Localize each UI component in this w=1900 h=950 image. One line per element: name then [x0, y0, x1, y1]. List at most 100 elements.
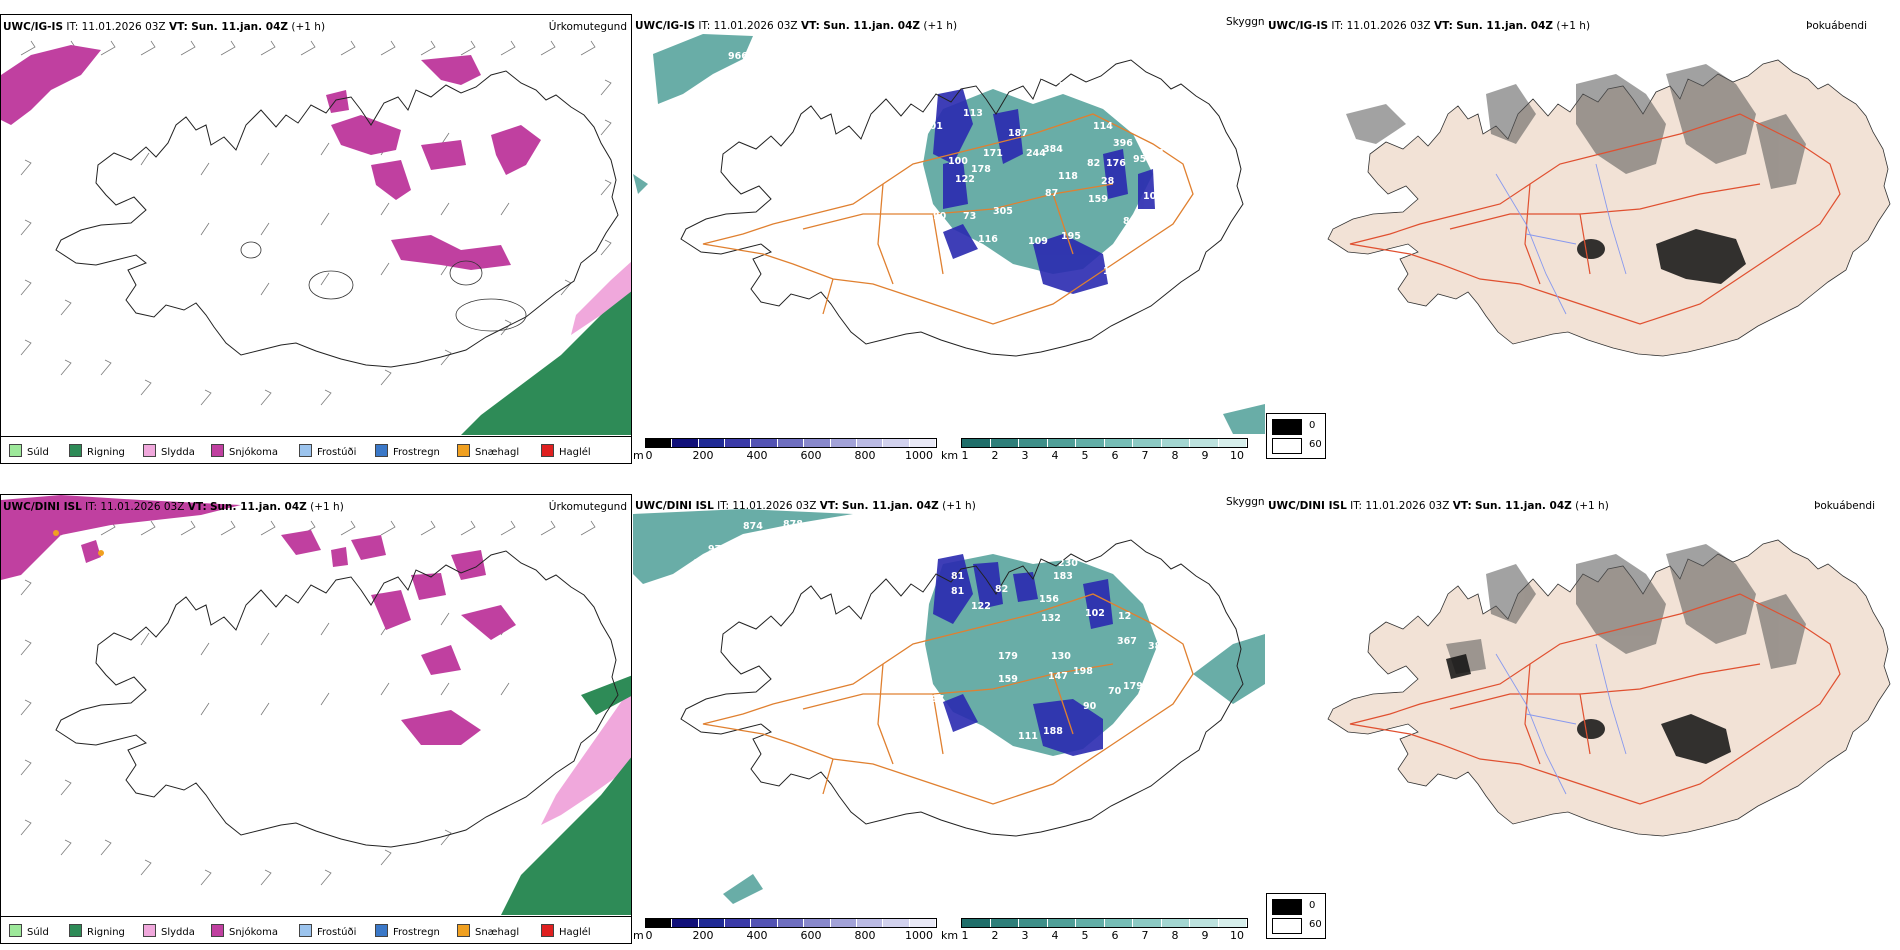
legend-swatch — [143, 444, 156, 457]
visibility-value-label: 122 — [971, 601, 991, 612]
colorbar-cell — [883, 439, 910, 447]
colorbar-cell — [1190, 439, 1219, 447]
legend-swatch — [211, 444, 224, 457]
legend-item: Rigning — [69, 444, 125, 458]
colorbar-tick: 1000 — [905, 929, 933, 942]
visibility-value-label: 367 — [1117, 636, 1137, 647]
visibility-value-label: 159 — [998, 674, 1018, 685]
fog-legend-label: 60 — [1309, 439, 1322, 450]
wind-barbs — [20, 520, 596, 886]
visibility-colorbar: km 1 2 3 4 5 6 7 8 9 10 — [941, 438, 1253, 464]
colorbar-cell — [1218, 919, 1247, 927]
legend-item: Rigning — [69, 924, 125, 938]
panel-field-name: Skyggni — [1226, 496, 1265, 508]
colorbar-tick: 2 — [991, 929, 999, 942]
colorbar-cell — [672, 919, 699, 927]
visibility-value-label: 12 — [1118, 611, 1131, 622]
visibility-value-label: 198 — [1073, 666, 1093, 677]
sleet-area — [541, 687, 631, 825]
visibility-value-label: 156 — [1039, 594, 1059, 605]
colorbar-unit: m — [633, 929, 644, 942]
panel-field-name: Skyggni — [1226, 16, 1265, 28]
legend-swatch — [299, 444, 312, 457]
visibility-value-label: 244 — [1026, 148, 1046, 159]
visibility-value-label: 195 — [1061, 231, 1081, 242]
colorbar-tick: 1 — [961, 449, 969, 462]
colorbar-cell — [698, 919, 726, 927]
roads — [1349, 593, 1841, 805]
roads — [1349, 113, 1841, 325]
legend-item: Frostúði — [299, 444, 356, 458]
visibility-value-labels: 874 878 977 992 81 81 122 82 179 132 156 183 230 102 1… — [693, 519, 1168, 742]
fog-shading — [1446, 544, 1806, 674]
snow-pellets — [53, 530, 104, 556]
colorbar-cell — [1190, 919, 1219, 927]
colorbar-tick: 200 — [692, 929, 714, 942]
panel-field-name: Úrkomutegund — [548, 501, 627, 513]
visibility-value-label: 147 — [1048, 671, 1068, 682]
low-ceiling-areas — [933, 554, 1113, 756]
roads — [702, 593, 1194, 805]
visibility-value-label: 183 — [1053, 571, 1073, 582]
visibility-colorbar: km 1 2 3 4 5 6 7 8 9 10 — [941, 918, 1253, 944]
legend-item: Snæhagl — [457, 924, 519, 938]
visibility-value-label: 113 — [963, 108, 983, 119]
visibility-value-label: 82 — [1087, 158, 1100, 169]
visibility-value-label: 95 — [908, 216, 921, 227]
colorbar-tick: 4 — [1051, 929, 1059, 942]
colorbar-cell — [1161, 439, 1190, 447]
fog-panel-row1: UWC/IG-IS IT: 11.01.2026 03Z VT: Sun. 11… — [1266, 14, 1900, 464]
legend-swatch — [457, 444, 470, 457]
colorbar-cell — [1047, 919, 1076, 927]
legend-swatch — [375, 444, 388, 457]
precip-areas — [1, 495, 516, 745]
legend-swatch — [69, 924, 82, 937]
visibility-value-label: 135 — [1103, 266, 1123, 277]
colorbar-tick: 0 — [645, 449, 653, 462]
colorbar-tick: 600 — [800, 449, 822, 462]
colorbar-tick: 6 — [1111, 449, 1119, 462]
visibility-value-label: 966 — [728, 51, 748, 62]
colorbar-tick: 3 — [1021, 929, 1029, 942]
colorbar-tick: 4 — [1051, 449, 1059, 462]
colorbar-cell — [830, 919, 857, 927]
colorbar-cell — [804, 919, 831, 927]
sleet-area — [571, 261, 631, 335]
colorbar-unit: km — [941, 929, 959, 942]
visibility-value-label: 116 — [978, 234, 998, 245]
colorbar-cell — [777, 919, 805, 927]
visibility-value-label: 201 — [1145, 148, 1165, 159]
colorbar-tick: 6 — [1111, 929, 1119, 942]
fog-map-row2 — [1327, 539, 1891, 837]
visibility-panel-row1: UWC/IG-IS IT: 11.01.2026 03Z VT: Sun. 11… — [633, 14, 1265, 464]
fog-legend-swatch — [1272, 438, 1302, 454]
legend-swatch — [211, 924, 224, 937]
legend-item: Frostregn — [375, 924, 440, 938]
colorbar-tick: 9 — [1201, 929, 1209, 942]
colorbar-cell — [646, 439, 673, 447]
visibility-value-label: 100 — [948, 156, 968, 167]
visibility-value-label: 97 — [931, 694, 944, 705]
colorbar-cell — [725, 439, 752, 447]
legend-item: Snæhagl — [457, 444, 519, 458]
colorbar-cell — [856, 919, 884, 927]
colorbar-cell — [1076, 439, 1105, 447]
legend-item: Haglél — [541, 924, 591, 938]
rivers — [1495, 643, 1627, 795]
colorbar-unit: m — [633, 449, 644, 462]
legend-item: Slydda — [143, 444, 195, 458]
colorbar-tick: 400 — [746, 929, 768, 942]
colorbar-cell — [1133, 919, 1162, 927]
precip-areas — [1, 45, 541, 270]
visibility-value-label: 122 — [955, 174, 975, 185]
visibility-value-label: 874 — [743, 521, 763, 532]
colorbar-cell — [962, 919, 991, 927]
visibility-value-label: 178 — [971, 164, 991, 175]
colorbar-unit: km — [941, 449, 959, 462]
colorbar-tick: 8 — [1171, 929, 1179, 942]
fog-legend-label: 0 — [1309, 420, 1316, 431]
visibility-value-label: 130 — [1051, 651, 1071, 662]
colorbar-cell — [751, 919, 778, 927]
visibility-value-label: 384 — [1043, 144, 1063, 155]
visibility-value-label: 102 — [1143, 191, 1163, 202]
